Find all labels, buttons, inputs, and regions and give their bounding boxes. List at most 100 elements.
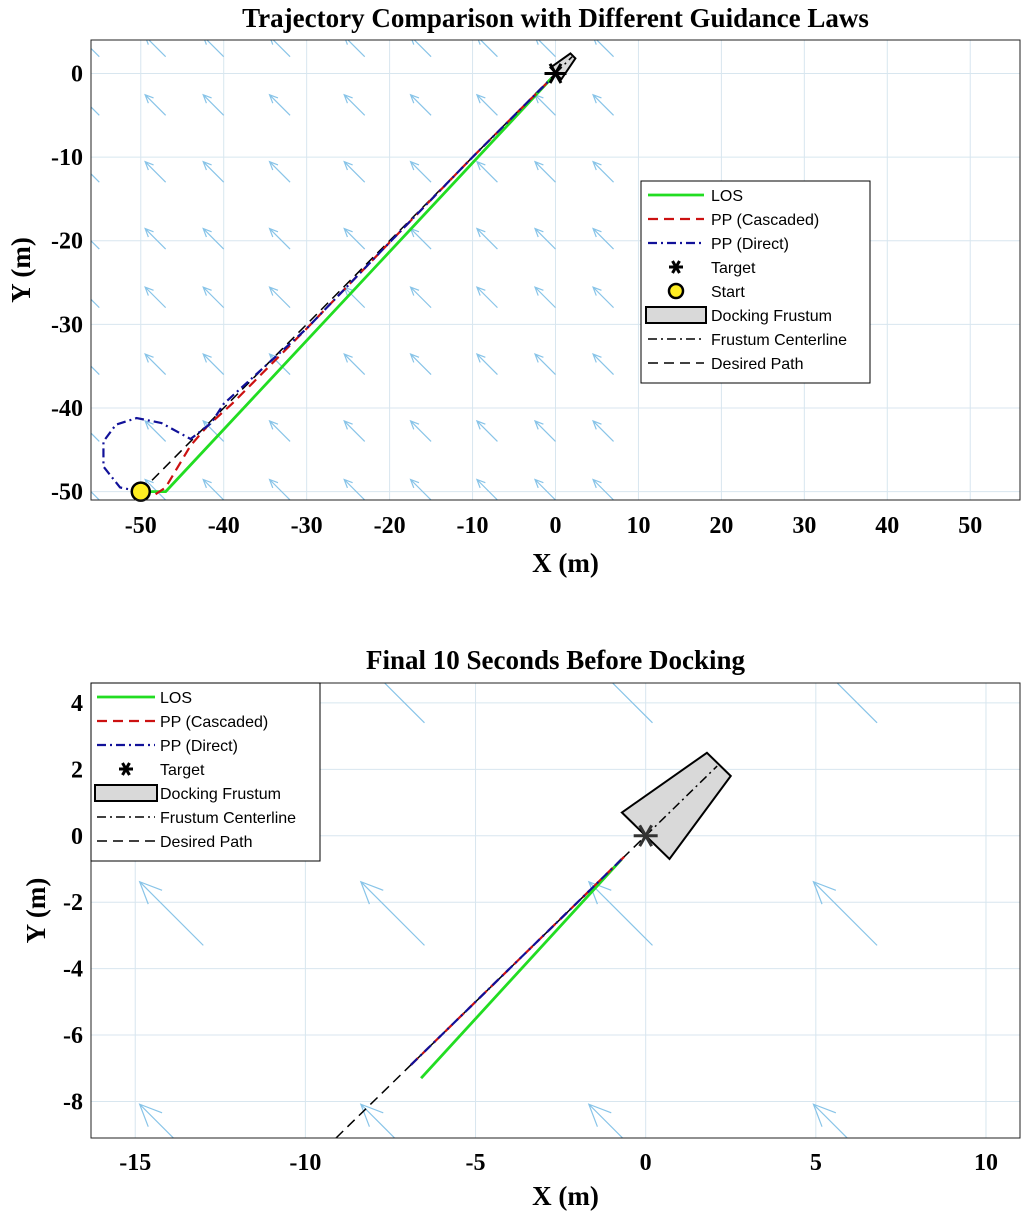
field-arrow — [202, 160, 225, 183]
field-arrow — [812, 880, 878, 946]
target-marker — [633, 824, 658, 847]
field-arrow — [592, 352, 614, 375]
y-tick-label: 0 — [71, 824, 83, 850]
field-arrow — [343, 93, 366, 116]
x-tick-label: 40 — [875, 513, 899, 539]
plot-bottom: -15 -10 -5 0 5 10 4 2 0 -2 -4 -6 -8 Final 10 Seconds … — [21, 645, 1021, 1211]
x-tick-label: 50 — [958, 513, 982, 539]
field-arrow — [592, 227, 614, 250]
field-arrow — [592, 478, 614, 500]
field-arrow — [611, 683, 653, 724]
field-arrow — [202, 352, 225, 375]
field-arrow — [475, 93, 498, 116]
legend-label: Start — [711, 284, 745, 301]
legend: LOS PP (Cascaded) PP (Direct) Target Docking… — [90, 682, 321, 862]
field-arrow — [144, 352, 167, 375]
y-tick-label: -4 — [63, 957, 83, 983]
field-arrow — [475, 478, 498, 500]
x-tick-label: -20 — [374, 513, 406, 539]
series-desired-path — [140, 72, 557, 493]
field-arrow — [409, 352, 432, 375]
field-arrow — [475, 160, 498, 183]
field-arrow — [91, 106, 100, 116]
legend-entry: PP (Direct) — [97, 738, 238, 755]
field-arrow — [138, 1103, 175, 1138]
legend-target-glyph — [671, 260, 681, 274]
legend-entry: Docking Frustum — [645, 306, 832, 325]
field-arrow — [409, 419, 432, 442]
legend-entry: Docking Frustum — [94, 784, 281, 803]
field-arrow — [202, 93, 225, 116]
x-tick-label: 10 — [626, 513, 650, 539]
axes-box — [90, 682, 1021, 1139]
field-arrow — [475, 419, 498, 442]
legend-label: Docking Frustum — [160, 786, 281, 803]
field-arrow — [343, 419, 366, 442]
legend-label: PP (Direct) — [711, 236, 789, 253]
field-arrow — [411, 40, 432, 58]
field-arrow — [593, 40, 614, 58]
legend-entry: Desired Path — [97, 834, 253, 851]
y-axis-label: Y (m) — [21, 878, 51, 944]
y-tick-label: -6 — [63, 1023, 83, 1049]
legend-label: Frustum Centerline — [711, 332, 847, 349]
y-axis-label: Y (m) — [6, 237, 36, 303]
field-arrow — [409, 286, 432, 309]
plot-top: -50 -40 -30 -20 -10 0 10 20 30 40 50 0 -10 -20 -30 -40 -… — [6, 3, 1021, 578]
field-arrow — [91, 173, 100, 183]
field-arrow — [812, 1103, 849, 1138]
field-arrow — [533, 478, 556, 500]
field-arrow — [533, 419, 556, 442]
y-tick-label: -50 — [51, 480, 83, 506]
legend-entry: Frustum Centerline — [648, 332, 847, 349]
field-arrow — [535, 40, 556, 58]
legend-label: Desired Path — [160, 834, 253, 851]
y-tick-label: 4 — [71, 691, 83, 717]
y-tick-label: -30 — [51, 312, 83, 338]
legend-entry: LOS — [648, 188, 743, 205]
field-arrow — [475, 227, 498, 250]
field-arrow — [587, 880, 653, 946]
legend-entry: Desired Path — [648, 356, 804, 373]
x-tick-label: 5 — [810, 1150, 822, 1176]
field-arrow — [144, 286, 167, 309]
field-arrow — [144, 419, 167, 442]
y-tick-label: -20 — [51, 229, 83, 255]
legend-target-glyph — [121, 762, 131, 776]
y-tick-label: 0 — [71, 61, 83, 87]
legend-entry: Start — [667, 282, 745, 301]
x-tick-label: -15 — [119, 1150, 151, 1176]
field-arrow — [343, 160, 366, 183]
legend-label: LOS — [711, 188, 743, 205]
x-axis-label: X (m) — [532, 548, 599, 578]
field-arrow — [533, 160, 556, 183]
field-arrow — [270, 40, 291, 58]
legend-entry: PP (Cascaded) — [648, 212, 819, 229]
target-stroke — [638, 824, 653, 847]
chart-title: Final 10 Seconds Before Docking — [366, 645, 746, 675]
legend-entry: Target — [669, 260, 756, 277]
field-arrow — [91, 365, 100, 375]
x-tick-label: -5 — [466, 1150, 486, 1176]
y-tick-label: -10 — [51, 145, 83, 171]
field-arrow — [475, 352, 498, 375]
field-arrow — [592, 160, 614, 183]
field-arrow — [343, 227, 366, 250]
field-arrow — [345, 40, 366, 58]
series-pp-direct — [410, 856, 625, 1066]
field-arrow — [533, 286, 556, 309]
field-arrow — [145, 40, 167, 58]
legend-entry: PP (Direct) — [648, 236, 789, 253]
field-arrow — [202, 478, 225, 500]
field-arrow — [268, 419, 291, 442]
y-tick-label: -40 — [51, 396, 83, 422]
field-arrow — [592, 419, 614, 442]
x-axis-label: X (m) — [532, 1181, 599, 1211]
x-tick-label: -10 — [457, 513, 489, 539]
field-arrow — [91, 47, 100, 58]
field-arrow — [409, 160, 432, 183]
legend-label: LOS — [160, 690, 192, 707]
axes-box — [90, 39, 1021, 501]
legend-label: Frustum Centerline — [160, 810, 296, 827]
